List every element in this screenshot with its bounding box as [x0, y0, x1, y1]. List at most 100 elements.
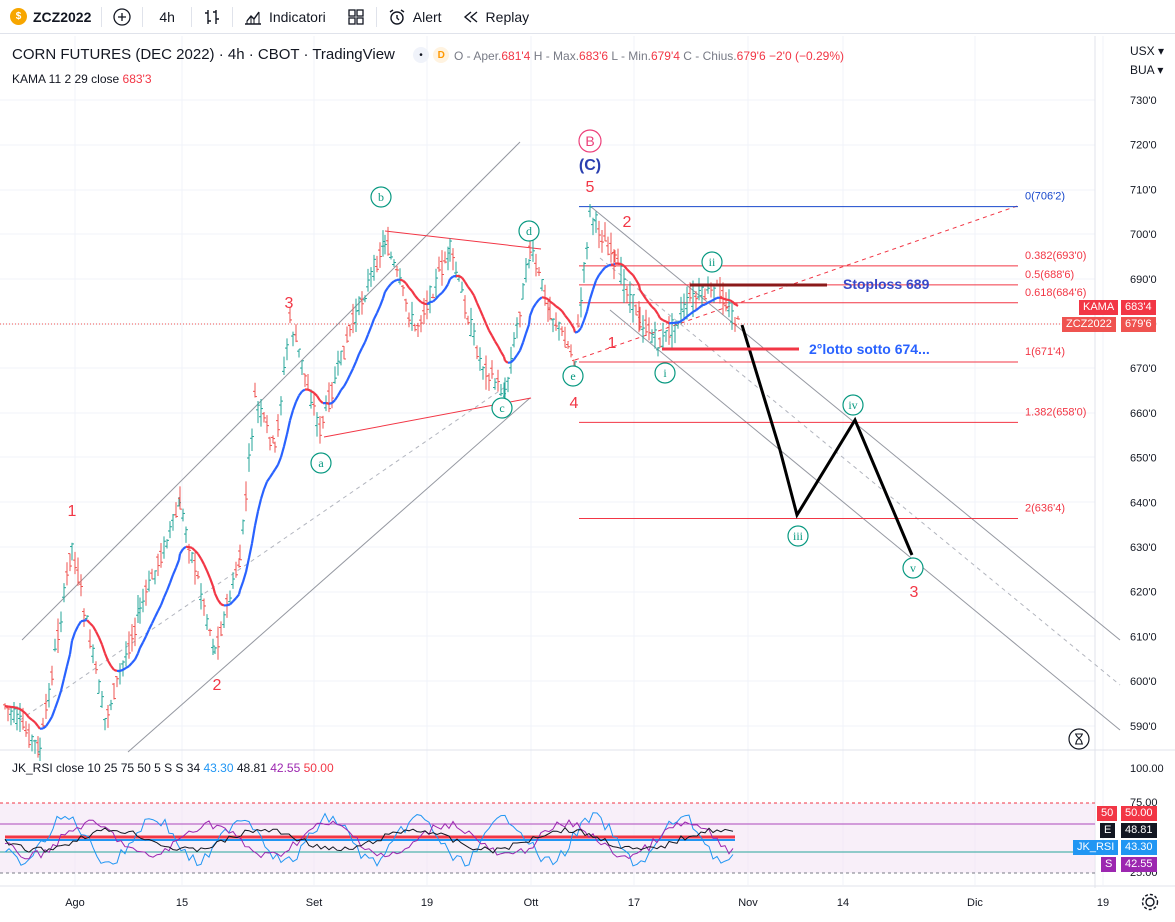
kama-segment: [408, 287, 413, 292]
wave-label-green: v: [910, 561, 916, 575]
compare-button[interactable]: [102, 0, 142, 34]
settings-gear-icon[interactable]: [1140, 892, 1160, 912]
rsi-s-value: 42.55: [1125, 858, 1153, 870]
kama-segment: [570, 322, 575, 330]
fib-level-label: 0.5(688'6): [1025, 269, 1074, 281]
chart-type-button[interactable]: [192, 0, 232, 34]
rewind-icon: [463, 10, 477, 23]
kama-segment: [59, 678, 66, 692]
kama-segment: [279, 446, 286, 458]
unit-selector[interactable]: BUA ▾: [1130, 63, 1164, 77]
interval-button[interactable]: 4h: [143, 0, 191, 34]
kama-segment: [125, 665, 130, 669]
kama-segment: [728, 298, 733, 303]
kama-segment: [31, 718, 36, 724]
eye-icon[interactable]: •: [413, 47, 430, 64]
projection-path: [740, 324, 914, 556]
kama-segment: [381, 291, 387, 299]
kama-segment: [288, 409, 295, 421]
kama-segment: [558, 307, 563, 312]
kama-segment: [337, 389, 342, 396]
chart-canvas[interactable]: 0(706'2) 0.382(693'0) 0.5(688'6) 0.618(684'…: [0, 34, 1175, 922]
kama-segment: [244, 557, 251, 573]
kama-segment: [648, 302, 653, 308]
kama-segment: [310, 390, 315, 394]
currency-selector[interactable]: USX ▾: [1130, 44, 1165, 58]
kama-segment: [369, 318, 376, 328]
price-tick-label: 700'0: [1130, 229, 1157, 241]
wave-label-red: 2: [623, 214, 632, 231]
kama-segment: [168, 574, 175, 584]
kama-segment: [695, 306, 700, 312]
price-tick-label: 630'0: [1130, 542, 1157, 554]
kama-segment: [313, 392, 318, 397]
kama-segment: [103, 653, 110, 662]
kama-segment: [497, 345, 502, 353]
kama-segment: [177, 553, 182, 561]
kama-segment: [516, 349, 521, 356]
kama-segment: [331, 399, 336, 404]
wave-circle: [842, 394, 864, 416]
alert-button[interactable]: Alert: [377, 0, 452, 34]
kama-segment: [502, 356, 507, 362]
kama-segment: [707, 300, 712, 304]
wave-label-green: iv: [848, 398, 857, 412]
kama-segment: [719, 296, 724, 300]
ohlc-values: O - Aper.681'4 H - Max.683'6 L - Min.679…: [454, 49, 844, 63]
kama-segment: [491, 335, 496, 342]
kama-segment: [582, 311, 589, 321]
rsi-e-name: E: [1104, 824, 1112, 836]
wave-label-b: B: [585, 133, 594, 149]
timer-icon[interactable]: [1068, 728, 1090, 750]
change-value: −2'0 (−0.29%): [768, 49, 844, 63]
symbol-search[interactable]: $ ZCZ2022: [0, 0, 101, 34]
kama-segment: [45, 721, 50, 727]
kama-segment: [276, 456, 283, 466]
kama-segment: [561, 310, 566, 317]
kama-segment: [680, 318, 685, 323]
kama-segment: [272, 468, 276, 474]
indicators-button[interactable]: Indicatori: [233, 0, 336, 34]
rsi-label: JK_RSI close 10 25 75 50 5 S S 34: [12, 761, 201, 775]
trend-line: [609, 309, 1121, 731]
kama-segment: [659, 317, 664, 322]
add-circle-icon: [113, 7, 132, 26]
replay-button[interactable]: Replay: [452, 0, 540, 34]
kama-segment: [62, 665, 69, 679]
layouts-button[interactable]: [336, 0, 376, 34]
kama-segment: [441, 288, 446, 294]
rsi-legend[interactable]: JK_RSI close 10 25 75 50 5 S S 34 43.30 …: [12, 761, 334, 775]
kama-segment: [266, 476, 271, 483]
kama-segment: [535, 298, 540, 304]
kama-segment: [461, 277, 466, 283]
kama-segment: [162, 590, 169, 598]
kama-segment: [713, 296, 718, 301]
kama-segment: [325, 402, 330, 405]
kama-segment: [399, 278, 404, 282]
kama-segment: [50, 708, 57, 718]
kama-legend[interactable]: KAMA 11 2 29 close 683'3: [12, 72, 152, 86]
kama-segment: [301, 388, 306, 393]
kama-segment: [157, 604, 162, 612]
kama-segment: [56, 690, 63, 701]
kama-segment: [334, 394, 339, 401]
kama-segment: [420, 301, 425, 305]
price-tick-label: 600'0: [1130, 676, 1157, 688]
rsi-s-name: S: [1105, 858, 1113, 870]
kama-segment: [136, 647, 142, 654]
kama-segment: [481, 316, 488, 325]
time-tick-label: Dic: [967, 897, 983, 909]
rsi-value-3: 42.55: [270, 761, 301, 775]
kama-segment: [80, 619, 85, 623]
rsi-jk-tag: JK_RSI: [1073, 840, 1119, 855]
time-tick-label: Set: [306, 897, 323, 909]
kama-segment: [423, 302, 428, 306]
time-tick-label: Ago: [65, 897, 85, 909]
kama-segment: [518, 342, 525, 351]
kama-segment: [226, 603, 231, 607]
kama-segment: [538, 296, 543, 301]
kama-segment: [70, 631, 77, 642]
kama-segment: [232, 597, 237, 603]
kama-segment: [237, 589, 242, 595]
kama-segment: [510, 358, 515, 364]
